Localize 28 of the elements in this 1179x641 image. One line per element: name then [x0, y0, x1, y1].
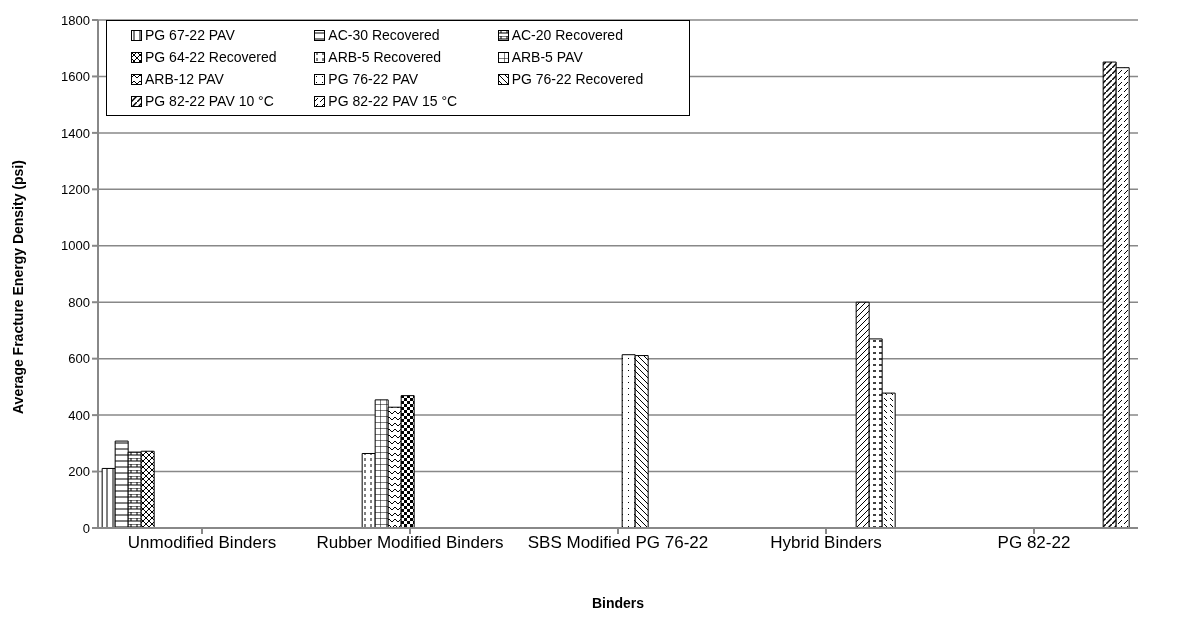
x-axis-title: Binders	[591, 595, 645, 611]
legend-label: ARB-5 Recovered	[328, 49, 442, 65]
legend-label: PG 76-22 Recovered	[511, 71, 644, 87]
x-tick-label: Hybrid Binders	[770, 533, 882, 553]
legend-label: ARB-12 PAV	[145, 71, 224, 87]
legend-label: PG 82-22 PAV 15 °C	[328, 93, 458, 109]
x-tick-label: Unmodified Binders	[127, 533, 277, 553]
y-tick-label: 1400	[61, 125, 90, 141]
x-tick-label: SBS Modified PG 76-22	[527, 533, 709, 553]
legend-label: AC-20 Recovered	[511, 27, 623, 43]
legend-label: PG 76-22 PAV	[328, 71, 419, 87]
y-axis-title: Average Fracture Energy Density (psi)	[9, 160, 26, 414]
legend-label: PG 82-22 PAV 10 °C	[145, 93, 274, 109]
y-tick-label: 1800	[61, 12, 90, 28]
legend-label: PG 64-22 Recovered	[145, 49, 277, 65]
legend-label: AC-30 Recovered	[328, 27, 440, 43]
legend-label: PG 67-22 PAV	[145, 27, 235, 43]
y-tick-label: 200	[68, 464, 90, 480]
x-tick-label: Rubber Modified Binders	[316, 533, 504, 553]
y-tick-label: 1600	[61, 69, 90, 85]
y-tick-label: 1000	[61, 238, 90, 254]
y-tick-label: 1200	[61, 181, 90, 197]
y-tick-label: 400	[68, 407, 90, 423]
y-tick-label: 0	[82, 520, 90, 536]
y-tick-label: 600	[68, 351, 90, 367]
legend-label: ARB-5 PAV	[511, 49, 583, 65]
y-tick-label: 800	[68, 294, 90, 310]
x-tick-label: PG 82-22	[997, 533, 1071, 553]
